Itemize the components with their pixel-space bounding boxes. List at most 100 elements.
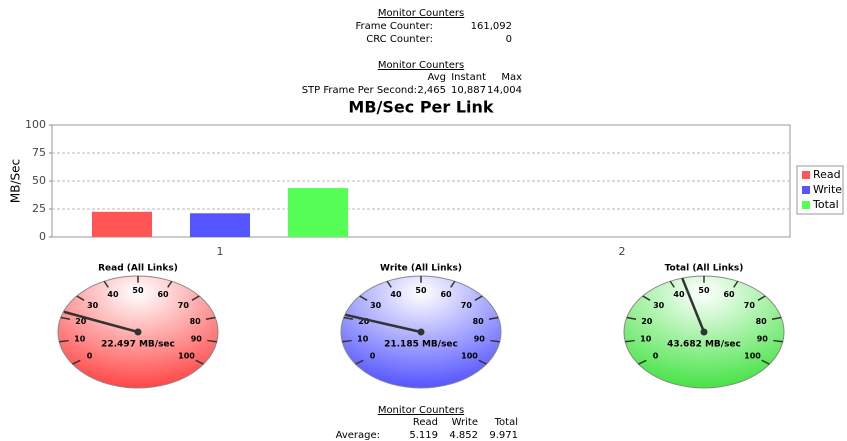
counter-value: 4.852 (449, 430, 478, 441)
tick-mark (642, 295, 651, 301)
needle-hub (417, 328, 425, 336)
gauge-tick-label: 30 (370, 301, 382, 310)
tick-mark (771, 316, 782, 320)
bar (288, 188, 348, 237)
gauge-tick-label: 90 (191, 335, 203, 344)
counter-value: 9.971 (489, 430, 518, 441)
gauge-tick-label: 0 (87, 351, 93, 360)
bar (190, 213, 250, 237)
tick-mark (359, 295, 368, 301)
counter-title: Monitor Counters (378, 60, 464, 71)
counter-value: 10,887 (451, 85, 486, 96)
gauge-tick-label: 40 (673, 290, 685, 299)
gauge-tick-label: 60 (157, 290, 169, 299)
tick-mark (59, 339, 69, 343)
tick-mark (757, 295, 766, 301)
gauge-value-label: 21.185 MB/sec (384, 340, 458, 350)
tick-mark (60, 316, 71, 320)
y-tick-label: 75 (32, 146, 46, 159)
gauge-tick-label: 100 (744, 351, 761, 360)
tick-mark (207, 339, 217, 343)
legend-label: Read (813, 168, 841, 181)
gauge-tick-label: 40 (390, 290, 402, 299)
gauge-tick-label: 90 (757, 335, 769, 344)
counter-header: Instant (451, 72, 486, 83)
gauge-tick-label: 100 (461, 351, 478, 360)
gauge-tick-label: 10 (640, 335, 652, 344)
tick-mark (669, 280, 675, 288)
tick-mark (626, 316, 637, 320)
tick-mark (773, 339, 783, 343)
gauge-value-label: 43.682 MB/sec (667, 340, 741, 350)
tick-mark (488, 316, 499, 320)
counter-label: CRC Counter: (366, 34, 433, 45)
gauge-tick-label: 90 (474, 335, 486, 344)
counter-header: Write (452, 417, 478, 428)
tick-mark (342, 339, 352, 343)
counter-value: 2,465 (417, 85, 446, 96)
gauge-tick-label: 10 (74, 335, 86, 344)
counter-value: 161,092 (471, 21, 512, 32)
gauge-tick-label: 70 (744, 301, 756, 310)
counter-header: Avg (427, 72, 446, 83)
needle-hub (134, 328, 142, 336)
gauge-title: Read (All Links) (98, 264, 178, 274)
tick-mark (195, 359, 204, 365)
tick-mark (450, 280, 456, 288)
needle (345, 313, 423, 334)
counter-header: Read (413, 417, 438, 428)
legend-swatch (802, 171, 810, 179)
legend-swatch (802, 186, 810, 194)
tick-mark (478, 359, 487, 365)
tick-mark (343, 316, 354, 320)
legend-label: Total (812, 198, 839, 211)
gauge-tick-label: 50 (698, 286, 710, 295)
gauge-tick-label: 20 (75, 317, 87, 326)
gauge-tick-label: 70 (178, 301, 190, 310)
gauge-value-label: 22.497 MB/sec (101, 340, 175, 350)
gauge-tick-label: 20 (641, 317, 653, 326)
x-tick-label: 2 (619, 245, 626, 258)
tick-mark (761, 359, 770, 365)
gauge-tick-label: 80 (473, 317, 485, 326)
counter-header: Total (494, 417, 518, 428)
y-tick-label: 25 (32, 202, 46, 215)
gauge-tick-label: 50 (132, 286, 144, 295)
gauge-title: Total (All Links) (665, 264, 744, 274)
gauge-title: Write (All Links) (380, 264, 462, 274)
tick-mark (733, 280, 739, 288)
counter-label: Average: (336, 430, 380, 441)
gauge-tick-label: 100 (178, 351, 195, 360)
counter-title: Monitor Counters (378, 405, 464, 416)
counter-header: Max (501, 72, 522, 83)
gauge-tick-label: 20 (358, 317, 370, 326)
gauge-tick-label: 80 (190, 317, 202, 326)
counter-title: Monitor Counters (378, 8, 464, 19)
gauge-tick-label: 10 (357, 335, 369, 344)
gauge-tick-label: 70 (461, 301, 473, 310)
y-axis-label: MB/Sec (9, 159, 23, 203)
y-tick-label: 100 (25, 118, 46, 131)
tick-mark (103, 280, 109, 288)
tick-mark (76, 295, 85, 301)
needle (681, 277, 706, 334)
y-tick-label: 50 (32, 174, 46, 187)
y-tick-label: 0 (39, 230, 46, 243)
gauge-tick-label: 0 (370, 351, 376, 360)
gauge-tick-label: 30 (87, 301, 99, 310)
gauge-tick-label: 40 (107, 290, 119, 299)
tick-mark (205, 316, 216, 320)
tick-mark (490, 339, 500, 343)
tick-mark (167, 280, 173, 288)
tick-mark (355, 359, 364, 365)
gauge-tick-label: 0 (653, 351, 659, 360)
tick-mark (72, 359, 81, 365)
needle-hub (700, 328, 708, 336)
legend-swatch (802, 201, 810, 209)
tick-mark (638, 359, 647, 365)
gauge-tick-label: 60 (723, 290, 735, 299)
gauge-tick-label: 60 (440, 290, 452, 299)
gauge-tick-label: 50 (415, 286, 427, 295)
